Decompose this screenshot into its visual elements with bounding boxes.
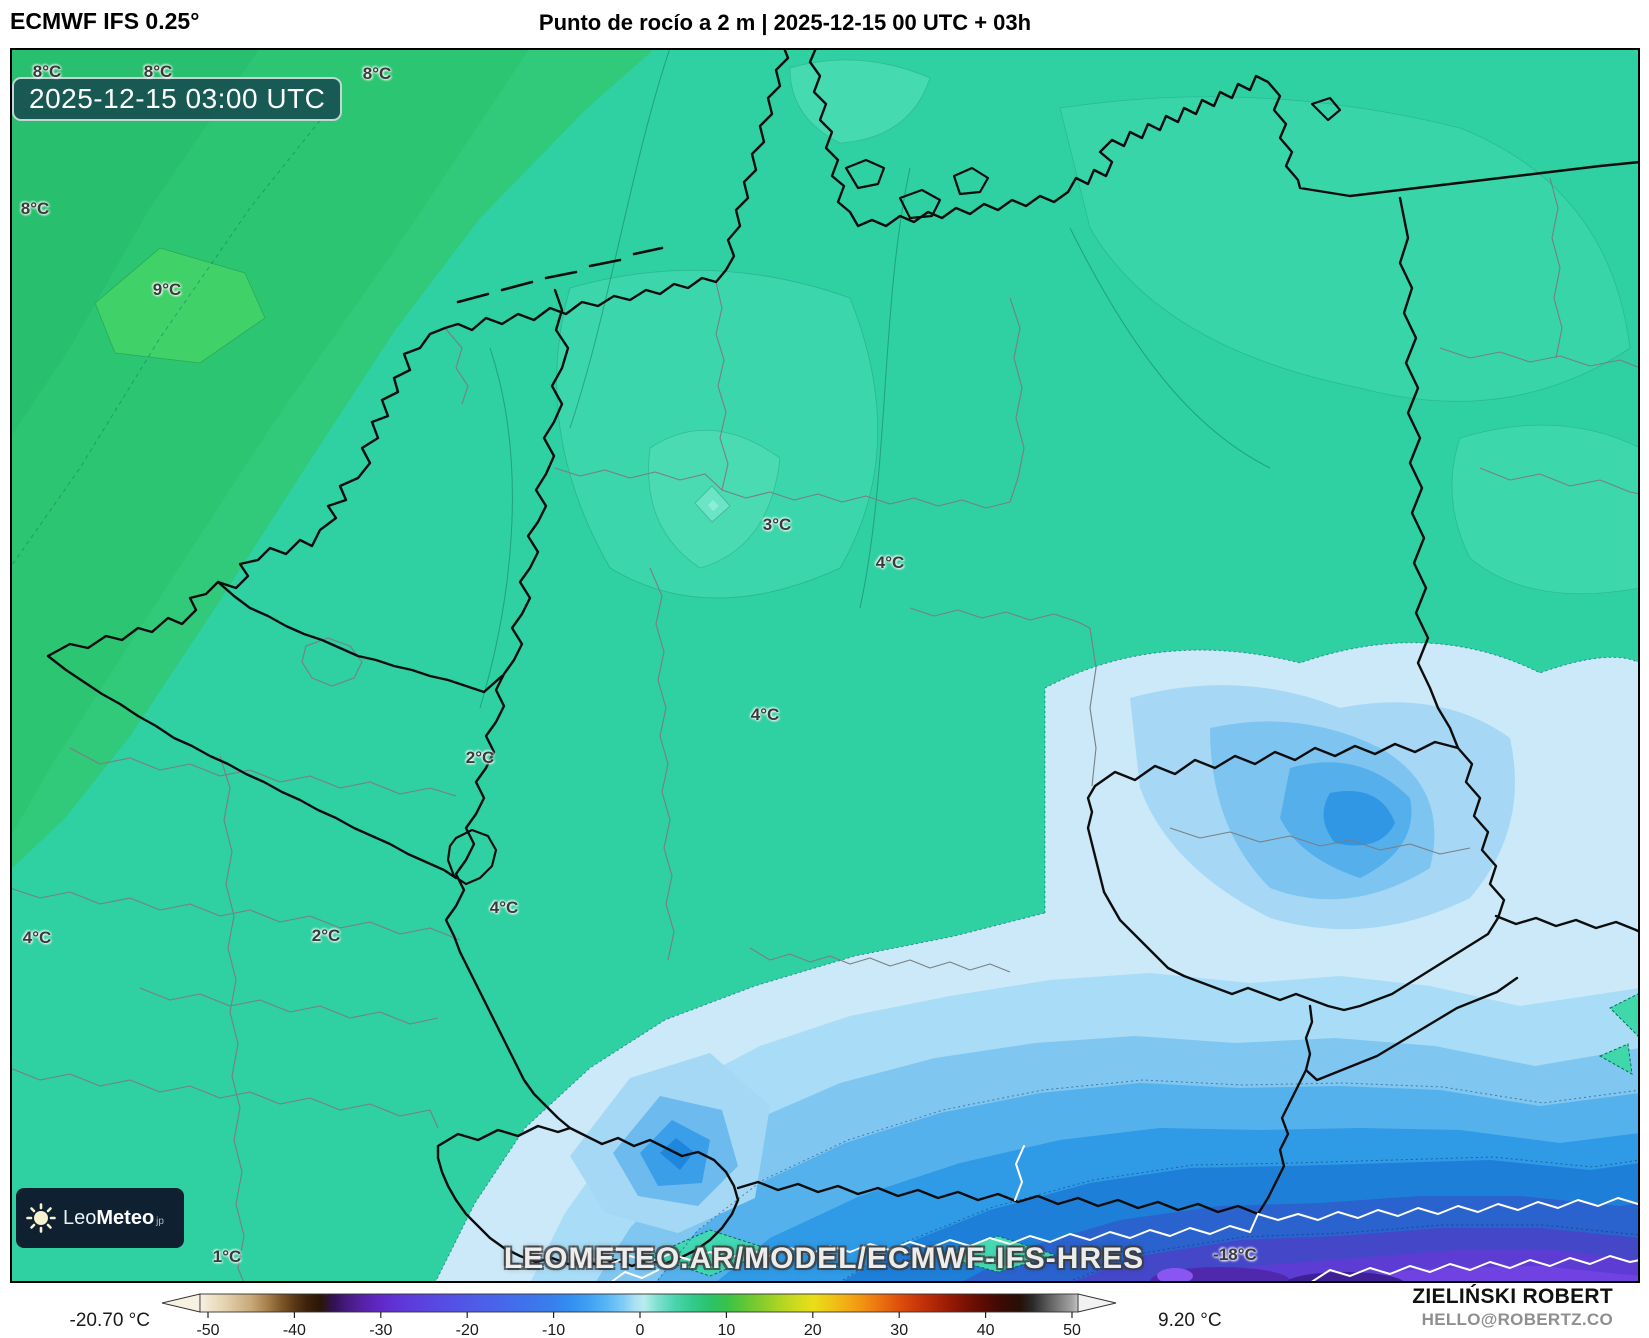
svg-text:-30: -30 [369,1322,392,1338]
footer: -20.70 °C -50 -40 -30 -20 -10 0 10 20 30 40 50 9.2… [0,1283,1649,1338]
svg-text:10: 10 [718,1322,736,1338]
colorbar-min-value: -20.70 °C [69,1310,150,1331]
colorbar-ticks: -50 -40 -30 -20 -10 0 10 20 30 40 50 [196,1312,1081,1338]
leometeo-logo: LeoMeteo jp [16,1188,184,1248]
svg-text:40: 40 [977,1322,995,1338]
colorbar-max-value: 9.20 °C [1158,1310,1222,1331]
colorbar-right-arrow [1077,1293,1117,1313]
svg-text:-20: -20 [456,1322,479,1338]
svg-text:-40: -40 [283,1322,306,1338]
logo-text: LeoMeteo jp [63,1206,164,1229]
credit-email: HELLO@ROBERTZ.CO [1421,1310,1613,1329]
svg-text:20: 20 [804,1322,822,1338]
weather-map [10,48,1640,1283]
svg-text:-10: -10 [542,1322,565,1338]
watermark: LEOMETEO.AR/MODEL/ECMWF-IFS-HRES [503,1242,1145,1275]
chart-title: Punto de rocío a 2 m | 2025-12-15 00 UTC… [538,10,1032,35]
model-name: ECMWF IFS 0.25° [10,8,200,34]
sun-icon [26,1203,56,1233]
svg-text:50: 50 [1063,1322,1081,1338]
colorbar: -50 -40 -30 -20 -10 0 10 20 30 40 50 [161,1293,1117,1338]
colorbar-left-arrow [161,1293,201,1313]
svg-text:-50: -50 [196,1322,219,1338]
svg-text:0: 0 [636,1322,645,1338]
svg-text:30: 30 [890,1322,908,1338]
credit-author: ZIELIŃSKI ROBERT [1412,1285,1613,1308]
timestamp-badge: 2025-12-15 03:00 UTC [12,77,343,121]
